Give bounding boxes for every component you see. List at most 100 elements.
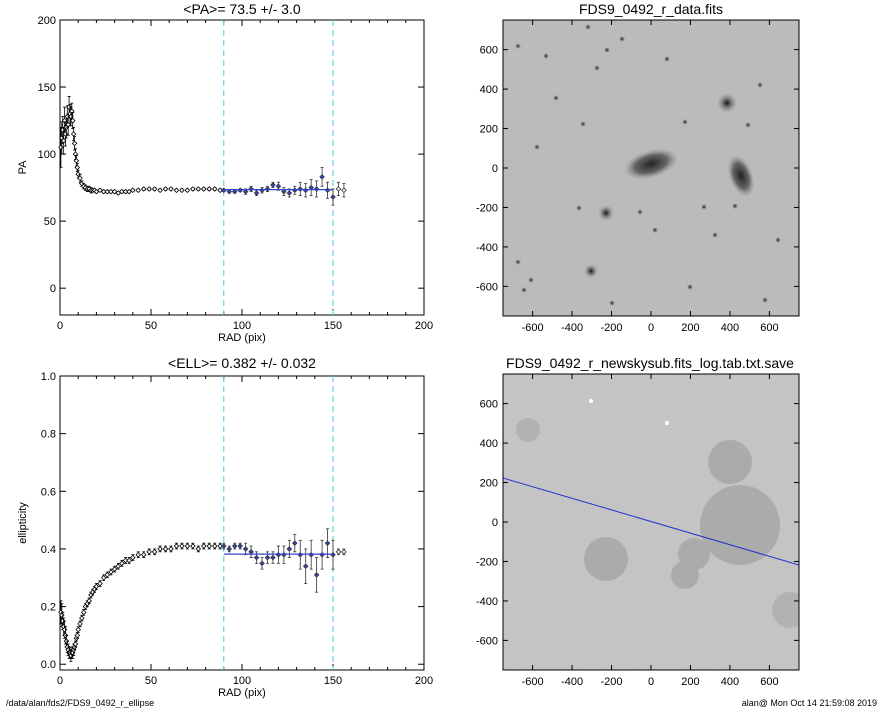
- y-tick-label: 0: [50, 283, 56, 295]
- y-tick-label: 0.2: [41, 602, 56, 614]
- data-point: [237, 543, 243, 549]
- image-y-tick-label: -600: [476, 635, 498, 647]
- data-point: [211, 543, 218, 549]
- star: [651, 226, 659, 234]
- star: [686, 283, 694, 291]
- data-point: [264, 554, 271, 561]
- data-point: [104, 572, 111, 578]
- data-point: [319, 174, 325, 180]
- data-point: [313, 572, 320, 578]
- data-point: [190, 186, 196, 192]
- y-tick-label: 0.4: [41, 544, 56, 556]
- data-point: [248, 186, 254, 192]
- x-tick-label: 150: [324, 320, 342, 332]
- y-tick-label: 0.8: [41, 429, 56, 441]
- star: [618, 35, 626, 43]
- data-point: [270, 182, 276, 188]
- data-point: [195, 186, 202, 192]
- bright-star: [584, 264, 598, 278]
- data-point: [259, 187, 265, 194]
- data-point: [173, 543, 180, 549]
- star: [744, 121, 752, 129]
- x-tick-label: 100: [233, 320, 251, 332]
- data-point: [126, 557, 132, 564]
- skysub-image-title: FDS9_0492_r_newskysub.fits_log.tab.txt.s…: [506, 355, 794, 371]
- data-point: [86, 598, 92, 604]
- data-point: [79, 615, 85, 621]
- image-x-tick-label: 0: [648, 676, 654, 688]
- star: [756, 81, 764, 89]
- data-point: [184, 187, 191, 194]
- data-point: [275, 183, 282, 190]
- y-tick-label: 100: [38, 149, 56, 161]
- plot-frame: [59, 375, 425, 671]
- star: [575, 204, 583, 212]
- data-point: [259, 560, 265, 567]
- data-image-title: FDS9_0492_r_data.fits: [579, 1, 723, 17]
- data-point: [119, 560, 125, 567]
- data-point: [264, 186, 271, 192]
- star: [520, 286, 528, 294]
- data-point: [70, 131, 77, 137]
- data-point: [140, 551, 147, 558]
- star: [636, 208, 644, 216]
- y-tick-label: 200: [38, 15, 56, 27]
- data-point: [237, 187, 243, 194]
- data-point: [231, 543, 238, 549]
- x-tick-label: 0: [57, 320, 63, 332]
- data-point: [206, 186, 213, 192]
- data-point: [75, 626, 81, 633]
- image-x-tick-label: -600: [522, 322, 544, 334]
- star: [663, 55, 671, 63]
- image-x-tick-label: -200: [601, 676, 623, 688]
- data-point: [135, 187, 142, 194]
- x-tick-label: 200: [415, 675, 433, 687]
- y-tick-label: 1.0: [41, 371, 56, 383]
- data-point: [184, 543, 191, 549]
- data-point: [162, 546, 169, 552]
- star: [774, 236, 782, 244]
- data-point: [201, 543, 207, 549]
- y-tick-label: 150: [38, 82, 56, 94]
- x-tick-label: 200: [415, 320, 433, 332]
- image-y-tick-label: 0: [492, 517, 498, 529]
- image-x-tick-label: -400: [561, 676, 583, 688]
- data-point: [130, 187, 136, 194]
- data-point: [97, 580, 103, 587]
- data-point: [335, 186, 342, 192]
- ellipticity-plot: 0 50 100 150 200 0.0 0.2 0.4 0.6 0.8 1.0 RAD (pix) e…: [17, 371, 433, 699]
- data-point: [253, 554, 260, 561]
- pa-plot: 0 50 100 150 200 0 50 100 150 200 RAD (pix) PA: [17, 15, 433, 344]
- data-point: [115, 563, 122, 570]
- data-point: [206, 543, 213, 549]
- data-point: [221, 187, 227, 194]
- data-point: [130, 554, 136, 561]
- image-y-tick-label: -200: [476, 556, 498, 568]
- x-tick-label: 150: [324, 675, 342, 687]
- star: [579, 120, 587, 128]
- y-tick-label: 0.6: [41, 486, 56, 498]
- data-point: [69, 108, 75, 114]
- ell-plot-title: <ELL>= 0.382 +/- 0.032: [168, 355, 316, 371]
- x-tick-label: 0: [57, 675, 63, 687]
- star: [681, 118, 689, 126]
- data-point: [168, 186, 174, 192]
- data-point: [292, 540, 298, 546]
- image-y-tick-label: 200: [480, 124, 498, 136]
- data-point: [151, 549, 158, 555]
- star: [593, 64, 601, 72]
- image-y-tick-label: 600: [480, 399, 498, 411]
- image-y-tick-label: -400: [476, 242, 498, 254]
- data-point: [100, 574, 107, 581]
- image-x-tick-label: -600: [522, 676, 544, 688]
- image-x-tick-label: 200: [681, 322, 699, 334]
- data-point: [286, 190, 293, 196]
- star: [514, 42, 522, 50]
- plot-frame: [59, 19, 425, 316]
- data-point: [286, 546, 293, 552]
- image-y-tick-label: 600: [480, 45, 498, 57]
- data-point: [162, 186, 169, 192]
- data-point: [146, 186, 152, 192]
- data-point: [77, 621, 83, 627]
